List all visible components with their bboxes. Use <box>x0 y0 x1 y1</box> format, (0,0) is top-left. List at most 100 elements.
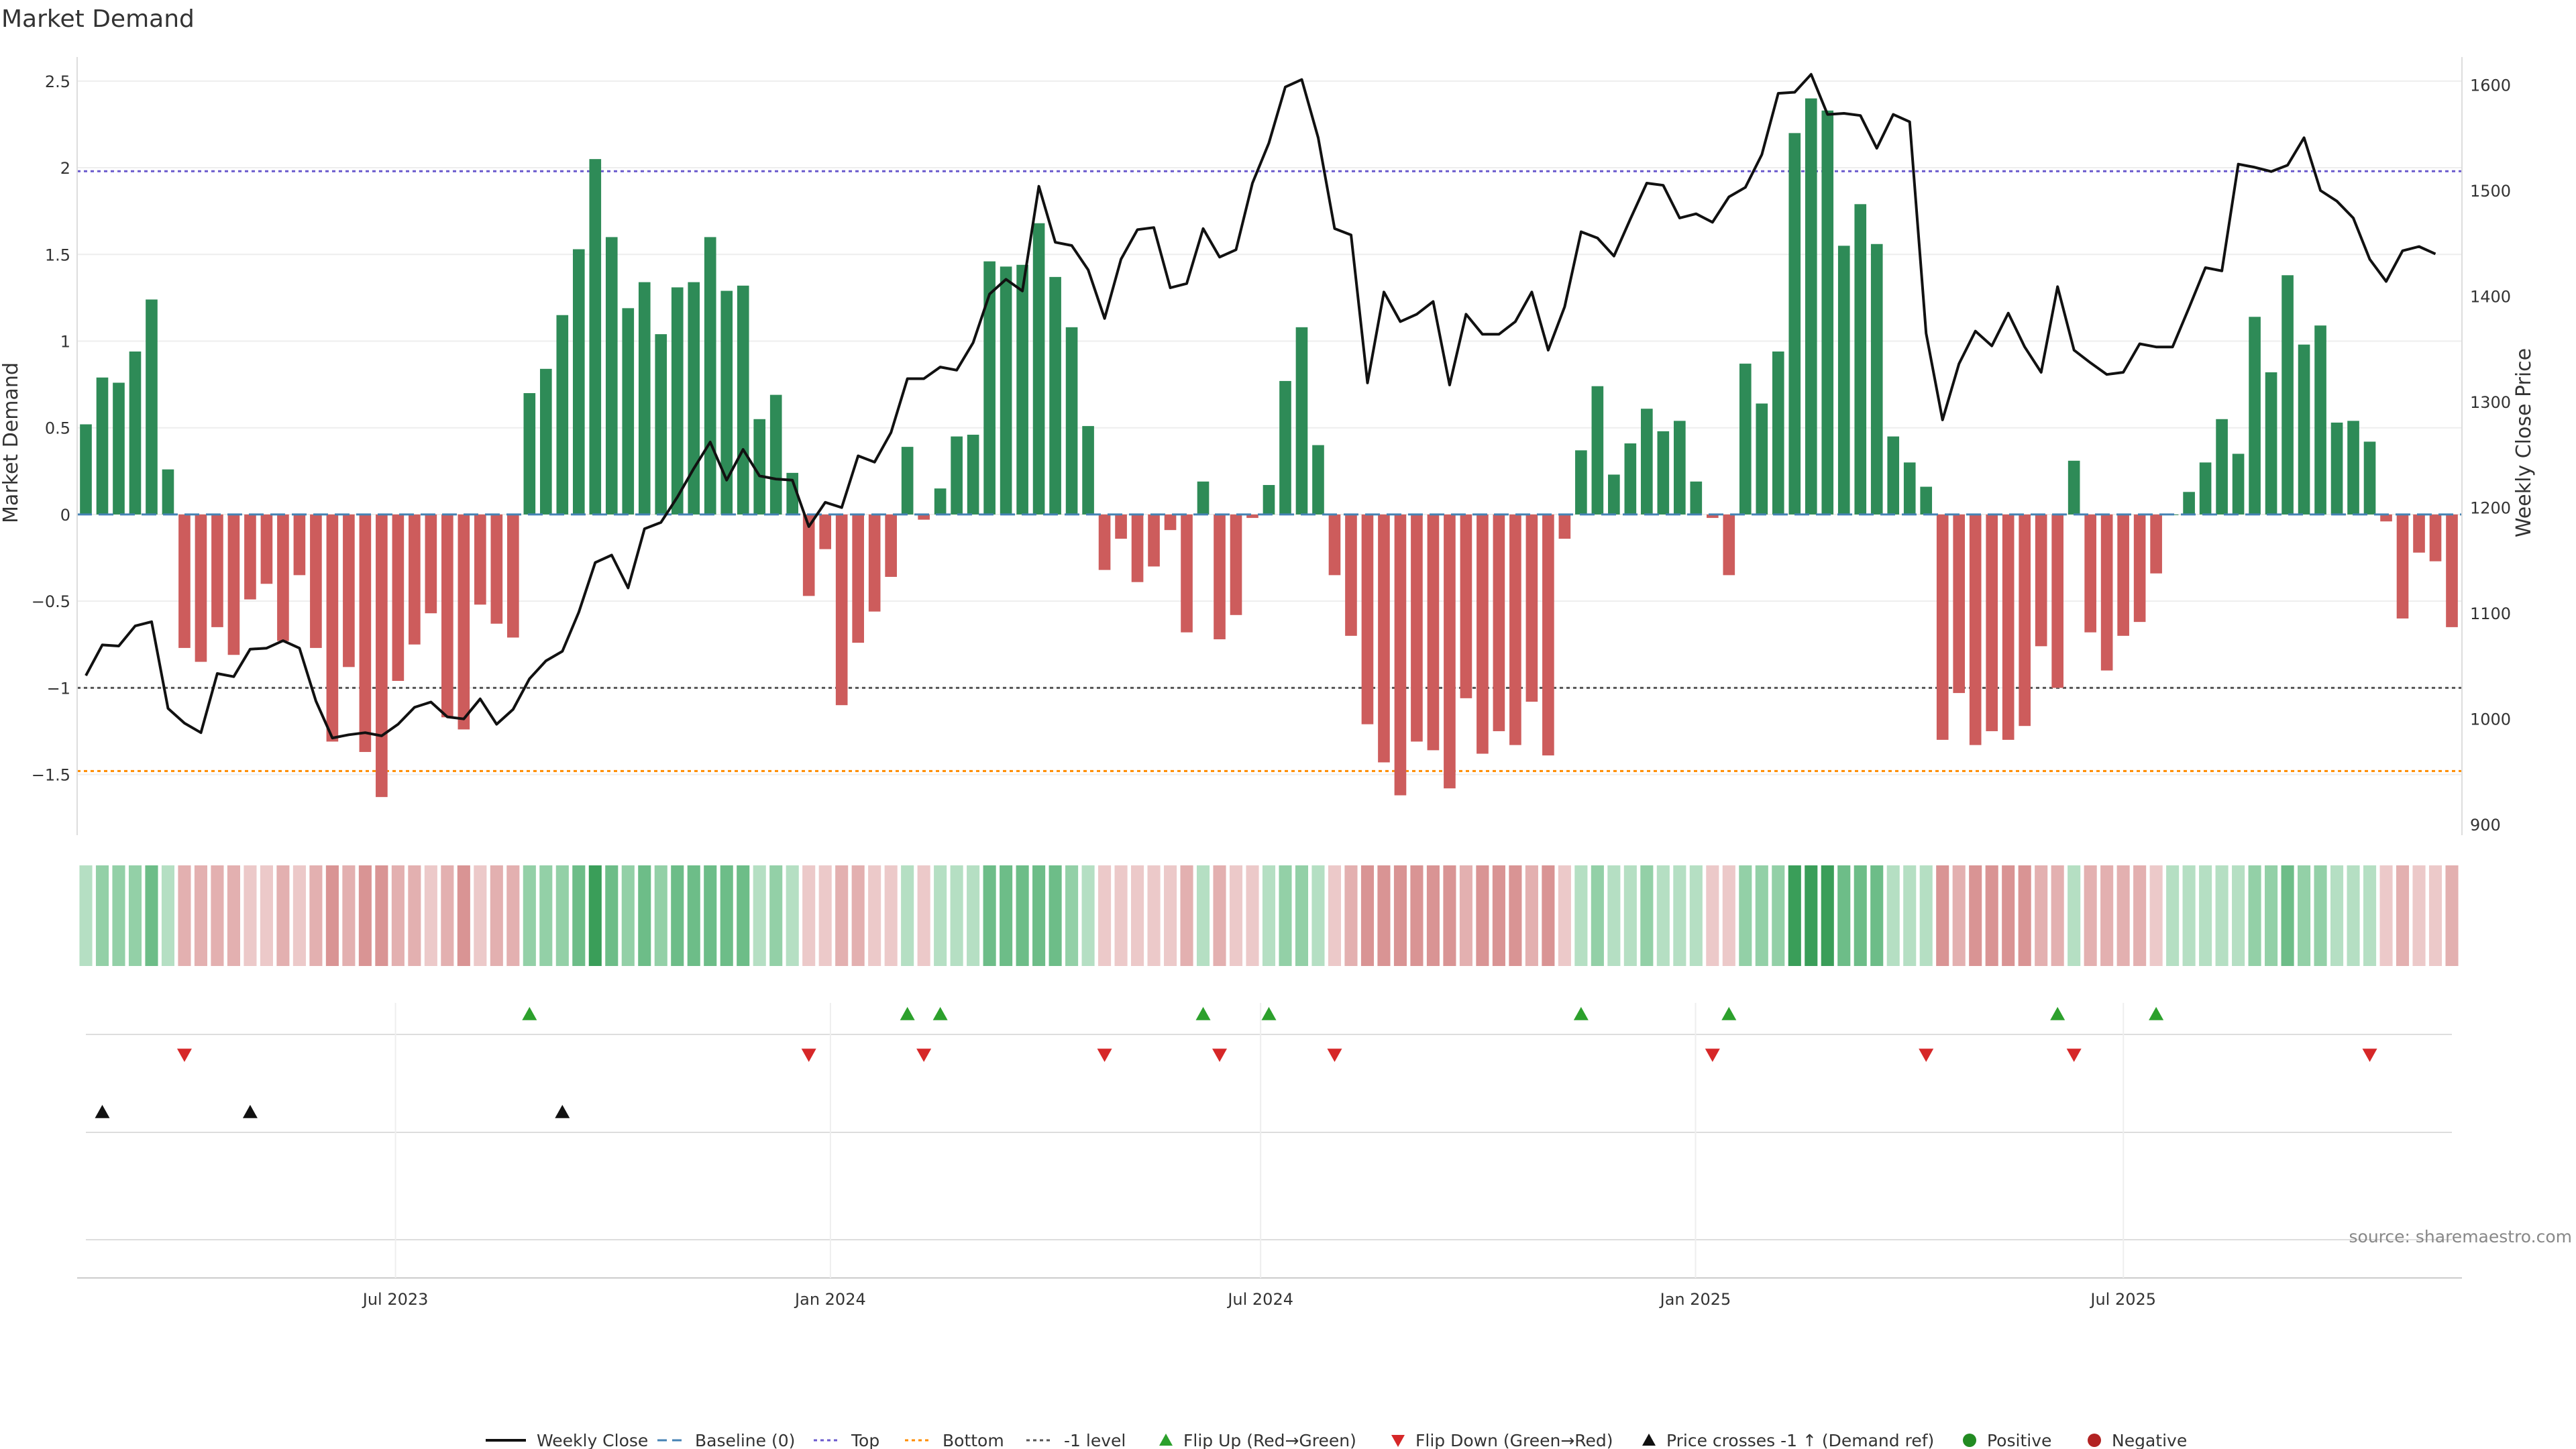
strip-cell <box>818 865 832 966</box>
positive-bar <box>1575 450 1587 515</box>
legend-item-flip-down: Flip Down (Green→Red) <box>1391 1431 1613 1449</box>
strip-cell <box>375 865 388 966</box>
strip-cell <box>1689 865 1703 966</box>
negative-bar <box>1986 514 1998 731</box>
positive-bar <box>1837 246 1850 515</box>
legend-item-flip-up: Flip Up (Red→Green) <box>1159 1431 1356 1449</box>
strip-cell <box>2035 865 2048 966</box>
strip-cell <box>1279 865 1292 966</box>
strip-cell <box>309 865 323 966</box>
x-axis: Jul 2023 Jan 2024 Jul 2024 Jan 2025 Jul 2025 <box>77 1003 2462 1309</box>
positive-bar <box>1690 481 1703 515</box>
strip-cell <box>523 865 536 966</box>
strip-cell <box>1542 865 1555 966</box>
source-note: source: sharemaestro.com <box>2349 1227 2573 1246</box>
negative-bar <box>2380 514 2392 522</box>
positive-bar <box>737 285 749 515</box>
strip-cell <box>391 865 405 966</box>
negative-bar <box>490 514 503 624</box>
negative-bar <box>2084 514 2096 633</box>
positive-bar <box>2199 462 2212 515</box>
strip-cell <box>1295 865 1309 966</box>
y-tick-label: −0.5 <box>32 592 70 611</box>
strip-cell <box>2330 865 2344 966</box>
strip-cell <box>1196 865 1210 966</box>
triangle-down-icon <box>1391 1435 1405 1447</box>
strip-cell <box>441 865 454 966</box>
negative-bar <box>260 514 273 584</box>
legend-label: Weekly Close <box>537 1431 648 1449</box>
strip-cell <box>884 865 898 966</box>
x-tick-label: Jan 2024 <box>794 1290 866 1309</box>
strip-cell <box>1492 865 1505 966</box>
strip-cell <box>1870 865 1884 966</box>
negative-bar <box>409 514 421 645</box>
legend-label: Flip Up (Red→Green) <box>1183 1431 1356 1449</box>
strip-cell <box>1936 865 1949 966</box>
y-tick-label: 0.5 <box>45 419 70 438</box>
flip-up-marker <box>900 1007 915 1020</box>
legend-item-top: Top <box>814 1431 879 1449</box>
flip-up-marker <box>1195 1007 1211 1020</box>
strip-cell <box>1311 865 1325 966</box>
positive-bar <box>1920 486 1933 515</box>
legend-item-weekly-close: Weekly Close <box>486 1431 648 1449</box>
strip-cell <box>2265 865 2278 966</box>
legend-label: Bottom <box>943 1431 1004 1449</box>
flip-down-marker <box>2066 1049 2082 1062</box>
demand-strip <box>79 865 2459 966</box>
negative-bar <box>1509 514 1521 745</box>
negative-bar <box>474 514 486 605</box>
strip-cell <box>934 865 947 966</box>
negative-bar <box>835 514 848 706</box>
negative-bar <box>277 514 289 641</box>
flip-down-marker <box>1327 1049 1342 1062</box>
strip-cell <box>292 865 306 966</box>
strip-cell <box>1459 865 1472 966</box>
strip-cell <box>868 865 881 966</box>
strip-cell <box>1788 865 1801 966</box>
axes: 2.5 2 1.5 1 0.5 0 −0.5 −1 −1.5 1600 1500 1400 1300 12… <box>32 57 2511 835</box>
negative-bar <box>343 514 355 667</box>
price-cross-marker <box>555 1105 570 1118</box>
strip-cell <box>1607 865 1621 966</box>
price-cross-marker <box>242 1105 258 1118</box>
strip-cell <box>1476 865 1489 966</box>
negative-bar <box>1723 514 1735 576</box>
strip-cell <box>2379 865 2393 966</box>
dot-icon <box>1963 1434 1976 1447</box>
negative-bar <box>918 514 930 520</box>
positive-bar <box>96 377 109 515</box>
flip-up-marker <box>1573 1007 1589 1020</box>
strip-cell <box>1772 865 1785 966</box>
strip-cell <box>1656 865 1670 966</box>
negative-bar <box>392 514 405 681</box>
negative-bar <box>1477 514 1489 754</box>
flip-down-marker <box>2362 1049 2377 1062</box>
flip-up-marker <box>1721 1007 1737 1020</box>
strip-cell <box>1837 865 1851 966</box>
positive-bar <box>605 237 618 515</box>
weekly-close-line <box>85 72 2436 740</box>
positive-bar <box>1805 98 1817 515</box>
positive-bar <box>2068 460 2080 515</box>
legend-item-minus-one: -1 level <box>1026 1431 1126 1449</box>
strip-cell <box>1246 865 1259 966</box>
strip-cell <box>851 865 865 966</box>
positive-bar <box>655 334 667 515</box>
price-line-group <box>85 72 2436 740</box>
negative-bar <box>1115 514 1127 539</box>
strip-cell <box>1821 865 1834 966</box>
positive-bar <box>1032 223 1045 515</box>
positive-bar <box>1016 264 1028 515</box>
strip-cell <box>2018 865 2031 966</box>
positive-bar <box>769 394 782 515</box>
positive-bar <box>1263 484 1275 515</box>
strip-cell <box>276 865 290 966</box>
legend-item-baseline: Baseline (0) <box>657 1431 795 1449</box>
strip-cell <box>490 865 503 966</box>
positive-bar <box>572 249 585 515</box>
flip-down-marker <box>1097 1049 1112 1062</box>
positive-bar <box>2347 421 2359 515</box>
y2-tick-label: 1500 <box>2470 182 2511 201</box>
